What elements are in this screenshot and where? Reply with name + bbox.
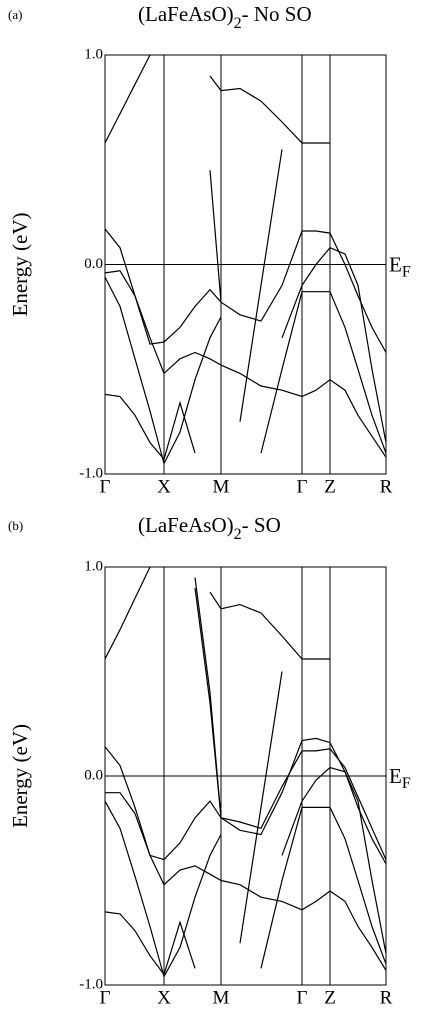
- fermi-main: E: [389, 252, 402, 276]
- fermi-sub: F: [402, 775, 411, 792]
- band-line: [194, 587, 386, 860]
- band-line: [239, 671, 283, 944]
- x-tick-label: R: [380, 987, 393, 1008]
- x-tick-label: Γ: [297, 476, 308, 497]
- x-tick-label: Γ: [100, 476, 111, 497]
- fermi-label: EF: [389, 252, 411, 280]
- x-tick-label: Γ: [297, 987, 308, 1008]
- band-line: [105, 746, 222, 861]
- band-line: [194, 577, 386, 865]
- band-line: [281, 246, 386, 443]
- panel-label: (a): [8, 7, 22, 22]
- y-axis-label: Energy (eV): [8, 213, 32, 317]
- fermi-sub: F: [402, 263, 411, 280]
- fermi-label: EF: [389, 764, 411, 792]
- y-tick-label: 1.0: [84, 558, 103, 574]
- band-line: [105, 911, 196, 976]
- band-line: [105, 55, 151, 144]
- x-tick-label: Z: [324, 476, 336, 497]
- y-tick-label: 1.0: [84, 46, 103, 62]
- band-line: [105, 800, 222, 979]
- y-tick-label: -1.0: [79, 465, 103, 481]
- y-tick-label: -1.0: [79, 976, 103, 992]
- x-tick-label: Γ: [100, 987, 111, 1008]
- title-sub: 2: [234, 526, 242, 543]
- x-tick-label: M: [213, 476, 230, 497]
- panel-label: (b): [8, 518, 23, 533]
- band-line: [105, 792, 386, 971]
- x-tick-label: X: [157, 987, 171, 1008]
- x-tick-label: X: [157, 476, 171, 497]
- x-tick-label: M: [213, 987, 230, 1008]
- chart-title: (LaFeAsO)2- No SO: [138, 2, 312, 32]
- band-line: [281, 766, 386, 954]
- y-axis-label: Energy (eV): [8, 724, 32, 828]
- title-main: (LaFeAsO): [138, 2, 234, 26]
- title-sub: 2: [234, 15, 242, 32]
- band-line: [260, 291, 386, 454]
- band-line: [105, 276, 222, 466]
- band-line: [105, 228, 222, 345]
- band-line: [209, 591, 330, 660]
- title-main: (LaFeAsO): [138, 513, 234, 537]
- chart-title: (LaFeAsO)2- SO: [138, 513, 281, 543]
- band-line: [105, 567, 151, 660]
- band-line: [239, 149, 283, 422]
- band-line: [260, 806, 386, 969]
- band-line: [209, 170, 386, 353]
- y-tick-label: 0.0: [84, 767, 103, 783]
- title-suffix: - SO: [242, 513, 281, 537]
- band-line: [105, 393, 196, 461]
- band-line: [209, 75, 330, 144]
- x-tick-label: R: [380, 476, 393, 497]
- y-tick-label: 0.0: [84, 256, 103, 272]
- title-suffix: - No SO: [242, 2, 312, 26]
- band-line: [105, 270, 386, 458]
- fermi-main: E: [389, 764, 402, 788]
- x-tick-label: Z: [324, 987, 336, 1008]
